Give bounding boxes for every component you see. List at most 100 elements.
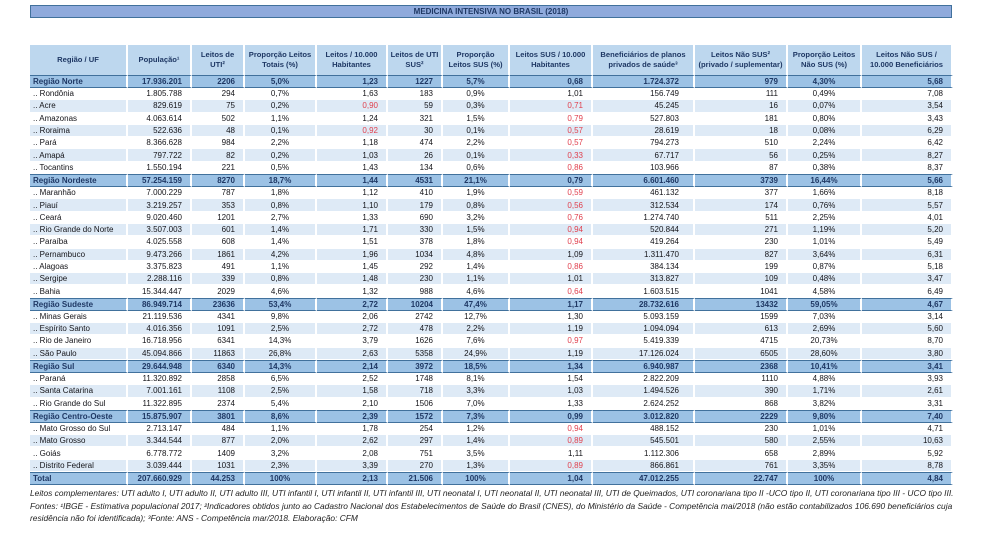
cell: 0,2% (245, 149, 317, 162)
column-header: Leitos Não SUS² (privado / suplementar) (695, 45, 788, 75)
column-header: Leitos SUS / 10.000 Habitantes (510, 45, 593, 75)
row-label: .. Goiás (30, 447, 128, 460)
cell: 3,35% (788, 459, 862, 473)
cell: 1,96 (317, 248, 388, 261)
table-row: .. Bahia 15.344.447 2029 4,6% 1,32 988 4,6% 0,6… (30, 285, 953, 298)
cell: 829.619 (128, 100, 192, 113)
cell: 797.722 (128, 149, 192, 162)
cell: 1,24 (317, 112, 388, 125)
column-header: Proporção Leitos Não SUS (%) (788, 45, 862, 75)
cell: 410 (388, 187, 443, 200)
cell: 82 (192, 149, 245, 162)
cell: 520.844 (593, 223, 695, 237)
cell: 3,82% (788, 397, 862, 410)
cell: 2.288.116 (128, 273, 192, 286)
cell: 4,01 (862, 211, 953, 224)
cell: 1,01 (510, 273, 593, 286)
table-row: .. Roraima 522.636 48 0,1% 0,92 30 0,1% 0,57 28.… (30, 124, 953, 138)
table-row: .. Mato Grosso 3.344.544 877 2,0% 2,62 297 1,4… (30, 435, 953, 448)
cell: 5,57 (862, 199, 953, 212)
row-label: Região Sul (30, 359, 128, 373)
cell: 26,8% (245, 347, 317, 360)
cell: 7,3% (443, 409, 510, 423)
cell: 2742 (388, 310, 443, 324)
cell: 1409 (192, 447, 245, 460)
table-row: .. Alagoas 3.375.823 491 1,1% 1,45 292 1,4% 0,8… (30, 260, 953, 274)
cell: 6,49 (862, 285, 953, 298)
cell: 2,2% (443, 137, 510, 150)
cell: 4,2% (245, 248, 317, 261)
cell: 2,14 (317, 359, 388, 373)
cell: 1,18 (317, 137, 388, 150)
row-label: .. Espírito Santo (30, 323, 128, 336)
cell: 24,9% (443, 347, 510, 360)
cell: 522.636 (128, 124, 192, 138)
table-row: .. Distrito Federal 3.039.444 1031 2,3% 3,39… (30, 459, 953, 473)
table-row: .. Rio Grande do Sul 11.322.895 2374 5,4% 2,… (30, 397, 953, 410)
cell: 1201 (192, 211, 245, 224)
row-label: .. Sergipe (30, 273, 128, 286)
cell: 0,08% (788, 124, 862, 138)
cell: 5,68 (862, 75, 953, 88)
table-row: .. Rondônia 1.805.788 294 0,7% 1,63 183 0,9% 1,… (30, 88, 953, 101)
data-table: Região / UF População¹ Leitos de UTI² Propo… (30, 45, 953, 486)
cell: 690 (388, 211, 443, 224)
cell: 1,1% (245, 260, 317, 274)
row-label: .. Pernambuco (30, 248, 128, 261)
cell: 0,1% (245, 124, 317, 138)
cell: 16 (695, 100, 788, 113)
cell: 6,29 (862, 124, 953, 138)
cell: 2,3% (245, 459, 317, 473)
cell: 12,7% (443, 310, 510, 324)
cell: 10,63 (862, 435, 953, 448)
cell: 1,03 (317, 149, 388, 162)
table-row: .. Santa Catarina 7.001.161 1108 2,5% 1,58 71… (30, 385, 953, 398)
cell: 100% (788, 472, 862, 486)
row-label: .. Minas Gerais (30, 310, 128, 324)
row-label: .. Rondônia (30, 88, 128, 101)
cell: 1,51 (317, 236, 388, 249)
cell: 1.494.526 (593, 385, 695, 398)
cell: 2.624.252 (593, 397, 695, 410)
cell: 1,34 (510, 359, 593, 373)
table-row: .. Piauí 3.219.257 353 0,8% 1,10 179 0,8% 0,56 3… (30, 199, 953, 212)
cell: 75 (192, 100, 245, 113)
table-row: .. Sergipe 2.288.116 339 0,8% 1,48 230 1,1% 1,0… (30, 273, 953, 286)
cell: 4341 (192, 310, 245, 324)
cell: 2.713.147 (128, 422, 192, 436)
cell: 18,5% (443, 359, 510, 373)
cell: 0,7% (245, 88, 317, 101)
cell: 0,89 (510, 435, 593, 448)
cell: 1,9% (443, 187, 510, 200)
cell: 5358 (388, 347, 443, 360)
cell: 67.717 (593, 149, 695, 162)
row-label: Região Nordeste (30, 174, 128, 188)
cell: 21.506 (388, 472, 443, 486)
cell: 16,44% (788, 174, 862, 188)
cell: 109 (695, 273, 788, 286)
cell: 601 (192, 223, 245, 237)
row-label: .. Maranhão (30, 187, 128, 200)
cell: 254 (388, 422, 443, 436)
cell: 183 (388, 88, 443, 101)
cell: 3739 (695, 174, 788, 188)
cell: 8,6% (245, 409, 317, 423)
cell: 2,61 (862, 385, 953, 398)
cell: 1,09 (510, 248, 593, 261)
cell: 3,80 (862, 347, 953, 360)
cell: 0,8% (245, 199, 317, 212)
cell: 1,48 (317, 273, 388, 286)
cell: 868 (695, 397, 788, 410)
cell: 1,78 (317, 422, 388, 436)
cell: 2,24% (788, 137, 862, 150)
cell: 292 (388, 260, 443, 274)
cell: 57.254.159 (128, 174, 192, 188)
cell: 0,25% (788, 149, 862, 162)
cell: 580 (695, 435, 788, 448)
cell: 390 (695, 385, 788, 398)
cell: 1041 (695, 285, 788, 298)
cell: 2,39 (317, 409, 388, 423)
cell: 545.501 (593, 435, 695, 448)
cell: 510 (695, 137, 788, 150)
cell: 1,63 (317, 88, 388, 101)
